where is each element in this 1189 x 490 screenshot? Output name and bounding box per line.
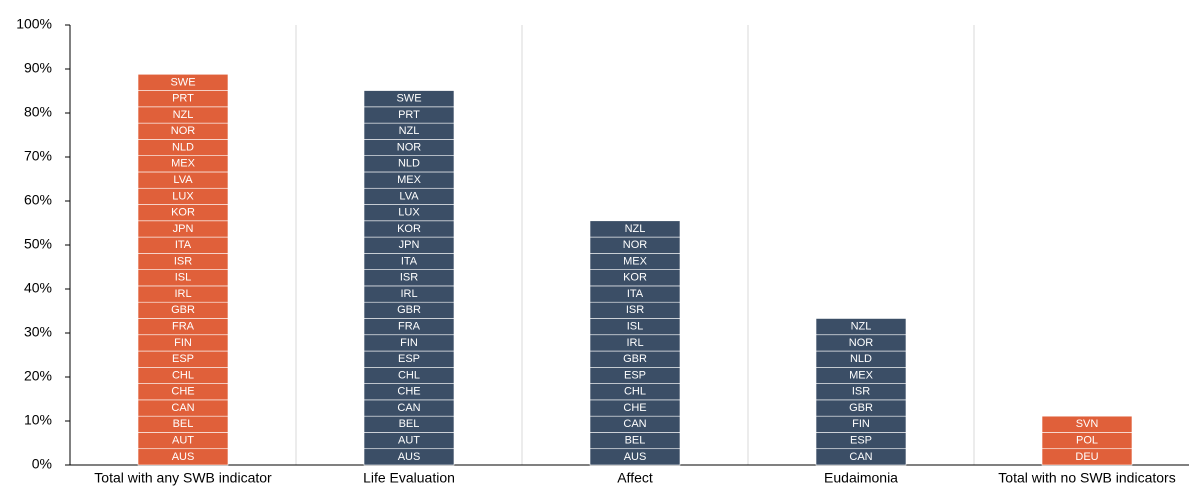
y-tick-label: 10% [24, 412, 52, 428]
segment-label: ISR [626, 304, 644, 316]
segment-label: AUS [172, 451, 195, 463]
segment-label: MEX [171, 158, 196, 170]
segment-label: CHE [397, 386, 420, 398]
segment-label: SVN [1076, 418, 1099, 430]
segment-label: CAN [623, 418, 646, 430]
segment-label: PRT [172, 93, 194, 105]
segment-label: BEL [399, 418, 420, 430]
segment-label: MEX [623, 255, 648, 267]
segment-label: BEL [625, 434, 646, 446]
segment-label: NOR [849, 337, 874, 349]
segment-label: PRT [398, 109, 420, 121]
y-tick-label: 50% [24, 236, 52, 252]
segment-label: CHL [624, 386, 646, 398]
segment-label: JPN [173, 223, 194, 235]
segment-label: MEX [397, 174, 422, 186]
segment-label: SWE [396, 93, 421, 105]
x-tick-label: Life Evaluation [363, 470, 455, 486]
y-tick-label: 80% [24, 104, 52, 120]
bar-segment [1041, 415, 1133, 433]
y-tick-label: 20% [24, 368, 52, 384]
segment-label: LUX [398, 207, 420, 219]
segment-label: AUS [624, 451, 647, 463]
segment-label: FIN [852, 418, 870, 430]
segment-label: NZL [625, 223, 646, 235]
segment-label: ISL [175, 272, 192, 284]
y-tick-label: 90% [24, 60, 52, 76]
segment-label: CAN [849, 451, 872, 463]
segment-label: ITA [627, 288, 644, 300]
y-tick-label: 70% [24, 148, 52, 164]
segment-label: FIN [174, 337, 192, 349]
segment-label: NOR [397, 141, 422, 153]
segment-label: NZL [851, 321, 872, 333]
segment-label: LVA [173, 174, 193, 186]
segment-label: KOR [171, 207, 195, 219]
bar-segment [137, 73, 229, 91]
segment-label: AUT [172, 434, 194, 446]
segment-label: ESP [172, 353, 194, 365]
x-tick-label: Total with no SWB indicators [998, 470, 1175, 486]
segment-label: GBR [171, 304, 195, 316]
segment-label: CHL [398, 369, 420, 381]
segment-label: CHL [172, 369, 194, 381]
segment-label: SWE [170, 76, 195, 88]
segment-label: KOR [623, 272, 647, 284]
segment-label: NZL [173, 109, 194, 121]
y-tick-label: 0% [32, 456, 52, 472]
segment-label: NLD [398, 158, 420, 170]
segment-label: LVA [399, 190, 419, 202]
bar-segment [815, 318, 907, 336]
segment-label: IRL [626, 337, 643, 349]
x-tick-label: Total with any SWB indicator [94, 470, 272, 486]
segment-label: ISR [852, 386, 870, 398]
segment-label: KOR [397, 223, 421, 235]
segment-label: MEX [849, 369, 874, 381]
segment-label: ESP [398, 353, 420, 365]
segment-label: CHE [623, 402, 646, 414]
y-tick-label: 40% [24, 280, 52, 296]
segment-label: BEL [173, 418, 194, 430]
segment-label: GBR [623, 353, 647, 365]
segment-label: ITA [175, 239, 192, 251]
segment-label: NLD [850, 353, 872, 365]
segment-label: FRA [172, 321, 195, 333]
bar-segment [363, 90, 455, 108]
segment-label: FRA [398, 321, 421, 333]
segment-label: GBR [849, 402, 873, 414]
x-tick-label: Eudaimonia [824, 470, 898, 486]
segment-label: DEU [1075, 451, 1098, 463]
segment-label: CAN [171, 402, 194, 414]
segment-label: CAN [397, 402, 420, 414]
segment-label: ESP [850, 434, 872, 446]
segment-label: AUT [398, 434, 420, 446]
segment-label: CHE [171, 386, 194, 398]
segment-label: ITA [401, 255, 418, 267]
segment-label: ESP [624, 369, 646, 381]
segment-label: IRL [174, 288, 191, 300]
segment-label: NZL [399, 125, 420, 137]
segment-label: FIN [400, 337, 418, 349]
segment-label: GBR [397, 304, 421, 316]
segment-label: AUS [398, 451, 421, 463]
segment-label: NOR [623, 239, 648, 251]
segment-label: POL [1076, 434, 1098, 446]
segment-label: ISR [174, 255, 192, 267]
segment-label: LUX [172, 190, 194, 202]
segment-label: JPN [399, 239, 420, 251]
segment-label: IRL [400, 288, 417, 300]
segment-label: ISR [400, 272, 418, 284]
y-tick-label: 60% [24, 192, 52, 208]
x-tick-label: Affect [617, 470, 653, 486]
bar-segment [589, 220, 681, 238]
y-tick-label: 100% [16, 16, 52, 32]
segment-label: ISL [627, 321, 644, 333]
segment-label: NLD [172, 141, 194, 153]
segment-label: NOR [171, 125, 196, 137]
y-tick-label: 30% [24, 324, 52, 340]
